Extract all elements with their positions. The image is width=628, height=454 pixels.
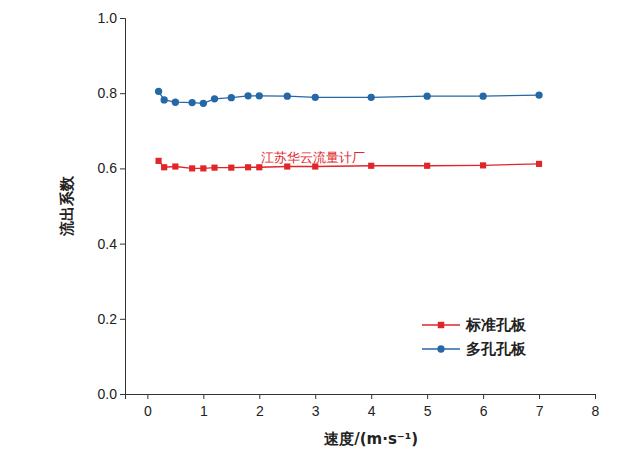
series-point (172, 163, 178, 169)
series-point (155, 158, 161, 164)
x-tick-label: 6 (480, 403, 488, 419)
x-tick-label: 5 (424, 403, 432, 419)
x-tick: 6 (480, 394, 488, 419)
series-point (256, 164, 262, 170)
series-point (189, 165, 195, 171)
y-tick: 0.4 (98, 236, 125, 252)
x-axis: 0 1 2 3 4 5 6 7 8 (126, 394, 600, 419)
x-tick: 2 (256, 394, 264, 419)
y-tick-mark (120, 244, 125, 245)
x-tick-mark (483, 394, 484, 399)
legend-marker (438, 322, 444, 328)
series-point (423, 93, 430, 100)
y-tick: 1.0 (98, 10, 125, 26)
y-tick-mark (120, 18, 125, 19)
series-point (368, 163, 374, 169)
x-tick-mark (315, 394, 316, 399)
series-point (211, 165, 217, 171)
y-tick-label: 0.6 (98, 160, 118, 176)
series-point (284, 93, 291, 100)
chart: 0 1 2 3 4 5 6 7 8 0.0 0.2 0.4 0.6 0.8 1.0 速度/(m·s⁻¹) 流出系… (0, 0, 628, 454)
series-point (211, 95, 218, 102)
x-tick-label: 8 (592, 403, 600, 419)
y-tick: 0.0 (98, 386, 125, 402)
series-point (161, 164, 167, 170)
series-point (536, 161, 542, 167)
x-tick: 8 (592, 394, 600, 419)
y-axis-title: 流出系数 (58, 175, 76, 237)
x-tick-label: 7 (536, 403, 544, 419)
series-point (161, 96, 168, 103)
y-tick-mark (120, 394, 125, 395)
x-tick: 5 (424, 394, 432, 419)
marks (155, 88, 543, 172)
x-tick-label: 2 (256, 403, 264, 419)
y-tick: 0.2 (98, 311, 125, 327)
series-point (245, 164, 251, 170)
series-point (256, 92, 263, 99)
y-tick: 0.8 (98, 85, 125, 101)
x-tick: 1 (200, 394, 208, 419)
series-point (424, 163, 430, 169)
x-tick-mark (371, 394, 372, 399)
legend-marker (437, 345, 444, 352)
series-line (159, 91, 539, 103)
x-tick-mark (147, 394, 148, 399)
series-point (312, 94, 319, 101)
series-point (228, 94, 235, 101)
series-point (535, 91, 542, 98)
series-point (155, 88, 162, 95)
series-point (480, 162, 486, 168)
x-tick: 0 (144, 394, 152, 419)
y-tick-label: 1.0 (98, 10, 118, 26)
series-point (244, 92, 251, 99)
series-point (200, 165, 206, 171)
plot: 0 1 2 3 4 5 6 7 8 0.0 0.2 0.4 0.6 0.8 1.0 (98, 10, 600, 419)
x-tick-label: 1 (200, 403, 208, 419)
x-tick: 4 (368, 394, 376, 419)
series-point (479, 93, 486, 100)
x-tick-mark (539, 394, 540, 399)
y-tick-mark (120, 319, 125, 320)
series-point (188, 99, 195, 106)
legend: 标准孔板多孔孔板 (422, 316, 527, 358)
x-tick-mark (259, 394, 260, 399)
y-tick-mark (120, 168, 125, 169)
legend-label: 多孔孔板 (466, 340, 527, 358)
x-axis-title: 速度/(m·s⁻¹) (324, 430, 418, 448)
x-tick: 7 (536, 394, 544, 419)
x-tick-mark (595, 394, 596, 399)
x-axis-line (126, 395, 596, 400)
series-point (172, 99, 179, 106)
y-tick-label: 0.0 (98, 386, 118, 402)
x-tick-mark (427, 394, 428, 399)
x-tick-mark (203, 394, 204, 399)
series-point (368, 94, 375, 101)
y-axis: 0.0 0.2 0.4 0.6 0.8 1.0 (98, 10, 126, 402)
x-tick-label: 0 (144, 403, 152, 419)
y-tick-mark (120, 93, 125, 94)
y-tick-label: 0.2 (98, 311, 118, 327)
y-axis-line (120, 19, 126, 395)
annotation: 江苏华云流量计厂 (261, 150, 365, 165)
series-point (228, 165, 234, 171)
legend-label: 标准孔板 (465, 316, 527, 334)
y-tick: 0.6 (98, 160, 125, 176)
x-tick-label: 4 (368, 403, 376, 419)
x-tick-label: 3 (312, 403, 320, 419)
y-tick-label: 0.8 (98, 85, 118, 101)
x-tick: 3 (312, 394, 320, 419)
series-point (200, 100, 207, 107)
y-tick-label: 0.4 (98, 236, 118, 252)
